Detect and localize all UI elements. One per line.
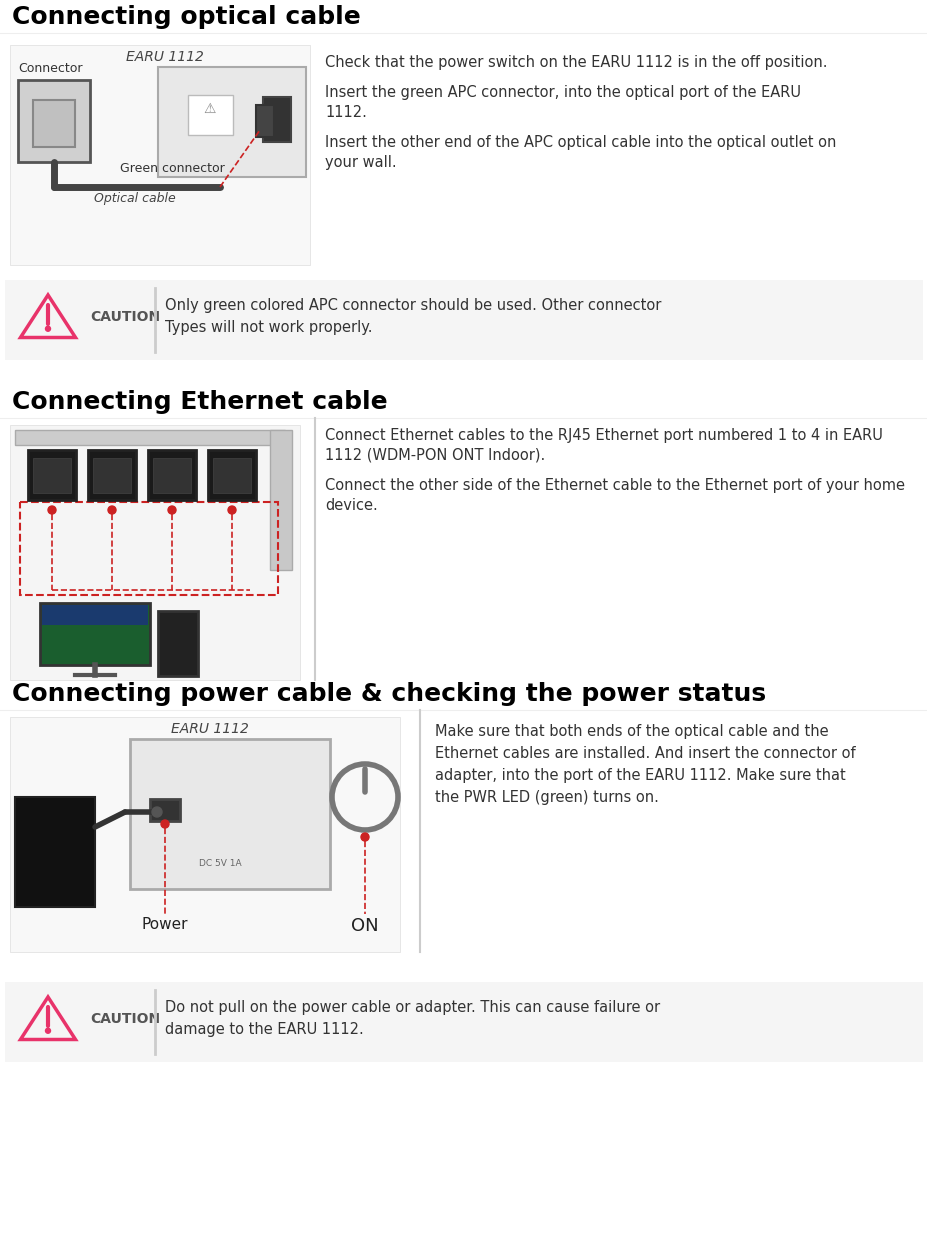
- Text: Types will not work properly.: Types will not work properly.: [165, 320, 372, 335]
- FancyBboxPatch shape: [153, 458, 191, 493]
- FancyBboxPatch shape: [42, 605, 147, 625]
- Text: adapter, into the port of the EARU 1112. Make sure that: adapter, into the port of the EARU 1112.…: [435, 767, 844, 782]
- Text: Green connector: Green connector: [120, 162, 224, 175]
- FancyBboxPatch shape: [213, 458, 250, 493]
- Text: CAUTION: CAUTION: [90, 1011, 160, 1027]
- FancyBboxPatch shape: [15, 430, 285, 445]
- Text: 1112 (WDM-PON ONT Indoor).: 1112 (WDM-PON ONT Indoor).: [324, 448, 545, 463]
- FancyBboxPatch shape: [188, 96, 233, 135]
- FancyBboxPatch shape: [256, 104, 273, 137]
- Text: Connecting optical cable: Connecting optical cable: [12, 5, 361, 29]
- FancyBboxPatch shape: [10, 717, 400, 952]
- Text: Connect the other side of the Ethernet cable to the Ethernet port of your home: Connect the other side of the Ethernet c…: [324, 478, 904, 493]
- Circle shape: [228, 506, 235, 515]
- FancyBboxPatch shape: [88, 450, 136, 499]
- Circle shape: [108, 506, 116, 515]
- Text: Connector: Connector: [18, 62, 83, 75]
- FancyBboxPatch shape: [262, 97, 291, 142]
- Text: ON: ON: [350, 917, 378, 935]
- Text: Optical cable: Optical cable: [94, 192, 176, 205]
- FancyBboxPatch shape: [208, 450, 256, 499]
- Text: ⚠: ⚠: [204, 102, 216, 116]
- FancyBboxPatch shape: [10, 45, 310, 265]
- Circle shape: [45, 1028, 50, 1033]
- Circle shape: [48, 506, 56, 515]
- Circle shape: [45, 326, 50, 331]
- Text: Do not pull on the power cable or adapter. This can cause failure or: Do not pull on the power cable or adapte…: [165, 1000, 659, 1015]
- FancyBboxPatch shape: [18, 81, 90, 162]
- Circle shape: [361, 833, 369, 842]
- Text: Connect Ethernet cables to the RJ45 Ethernet port numbered 1 to 4 in EARU: Connect Ethernet cables to the RJ45 Ethe…: [324, 428, 882, 443]
- Text: your wall.: your wall.: [324, 155, 396, 170]
- FancyBboxPatch shape: [15, 798, 95, 907]
- FancyBboxPatch shape: [130, 738, 330, 889]
- Text: Make sure that both ends of the optical cable and the: Make sure that both ends of the optical …: [435, 725, 828, 738]
- FancyBboxPatch shape: [158, 611, 197, 676]
- FancyBboxPatch shape: [5, 281, 922, 360]
- Circle shape: [160, 820, 169, 828]
- Text: 1112.: 1112.: [324, 104, 366, 120]
- FancyBboxPatch shape: [150, 799, 180, 821]
- Text: damage to the EARU 1112.: damage to the EARU 1112.: [165, 1021, 363, 1037]
- Circle shape: [152, 806, 162, 816]
- FancyBboxPatch shape: [33, 99, 75, 147]
- Text: device.: device.: [324, 498, 377, 513]
- Text: CAUTION: CAUTION: [90, 309, 160, 325]
- Text: Insert the other end of the APC optical cable into the optical outlet on: Insert the other end of the APC optical …: [324, 135, 835, 150]
- FancyBboxPatch shape: [33, 458, 71, 493]
- FancyBboxPatch shape: [158, 67, 306, 177]
- Text: Check that the power switch on the EARU 1112 is in the off position.: Check that the power switch on the EARU …: [324, 55, 827, 70]
- Text: DC 5V 1A: DC 5V 1A: [198, 859, 241, 868]
- FancyBboxPatch shape: [28, 450, 76, 499]
- Text: the PWR LED (green) turns on.: the PWR LED (green) turns on.: [435, 790, 658, 805]
- Text: Ethernet cables are installed. And insert the connector of: Ethernet cables are installed. And inser…: [435, 746, 855, 761]
- Text: Connecting power cable & checking the power status: Connecting power cable & checking the po…: [12, 682, 766, 706]
- Circle shape: [168, 506, 176, 515]
- FancyBboxPatch shape: [270, 430, 292, 570]
- Text: Power: Power: [142, 917, 188, 932]
- Text: Insert the green APC connector, into the optical port of the EARU: Insert the green APC connector, into the…: [324, 86, 800, 99]
- FancyBboxPatch shape: [10, 425, 299, 681]
- Text: Only green colored APC connector should be used. Other connector: Only green colored APC connector should …: [165, 298, 661, 313]
- FancyBboxPatch shape: [5, 982, 922, 1062]
- FancyBboxPatch shape: [93, 458, 131, 493]
- FancyBboxPatch shape: [40, 603, 150, 665]
- Text: EARU 1112: EARU 1112: [171, 722, 248, 736]
- Text: EARU 1112: EARU 1112: [126, 50, 204, 64]
- Text: Connecting Ethernet cable: Connecting Ethernet cable: [12, 390, 387, 414]
- FancyBboxPatch shape: [147, 450, 196, 499]
